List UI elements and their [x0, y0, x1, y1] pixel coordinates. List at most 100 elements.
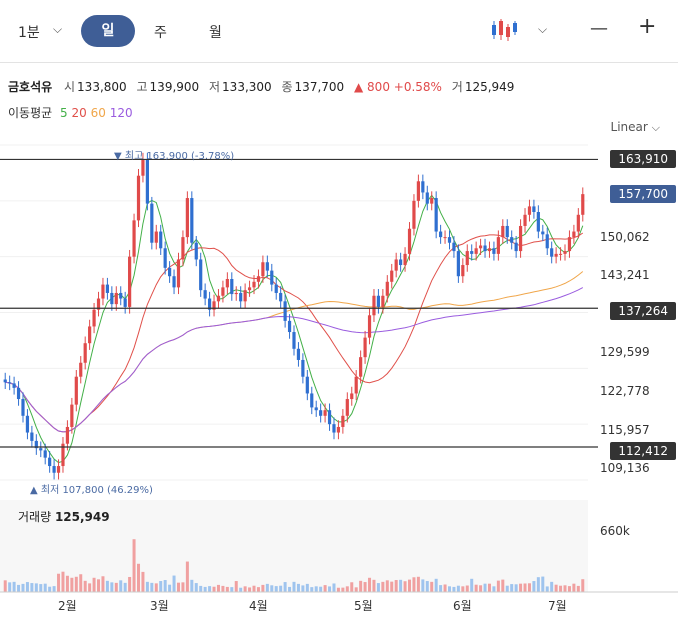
candle-body: [301, 359, 305, 377]
chart-type-chevron-icon[interactable]: ⌵: [538, 22, 548, 36]
candle-body: [43, 450, 47, 458]
volume-bar: [461, 586, 465, 592]
volume-bar: [154, 583, 158, 592]
candle-body: [287, 320, 292, 333]
volume-bar: [514, 584, 518, 592]
candle-body: [381, 295, 385, 307]
volume-bar: [354, 587, 358, 592]
candle-body: [478, 245, 483, 249]
candle-body: [225, 279, 229, 288]
volume-bar: [114, 582, 118, 592]
volume-bar: [567, 586, 571, 592]
volume-bar: [376, 583, 380, 592]
candle-body: [310, 393, 314, 408]
volume-bar: [212, 586, 216, 592]
volume-bar: [496, 580, 500, 592]
price-chart[interactable]: [0, 140, 678, 623]
volume-bar: [550, 581, 554, 592]
candle-body: [12, 383, 16, 388]
x-tick: 4월: [249, 599, 268, 613]
volume-bar: [194, 583, 198, 592]
candle-body: [363, 337, 367, 358]
candle-body: [163, 248, 167, 268]
volume-bar: [52, 586, 56, 592]
candle-body: [159, 231, 163, 249]
volume-bar: [12, 581, 16, 592]
candle-body: [474, 248, 478, 254]
candle-body: [345, 399, 349, 416]
volume-bar: [105, 580, 109, 592]
candle-body: [256, 276, 261, 282]
candle-body: [359, 357, 363, 377]
ma-label: 이동평균: [8, 106, 53, 120]
volume-bar: [137, 563, 141, 592]
volume-bar: [172, 575, 176, 592]
candle-body: [252, 281, 256, 288]
candle-body: [465, 251, 469, 266]
volume-bar: [510, 584, 514, 592]
volume-bar: [523, 583, 527, 592]
volume-bar: [483, 583, 487, 592]
y-tick: 129,599: [600, 345, 650, 359]
candle-body: [581, 194, 585, 215]
x-tick: 7월: [548, 599, 567, 613]
tab-month[interactable]: 월: [209, 25, 222, 41]
volume-bar: [363, 582, 367, 592]
ma-60: 60: [90, 106, 106, 120]
candle-body: [190, 198, 194, 243]
zoom-in-button[interactable]: +: [638, 14, 657, 39]
volume-bar: [296, 583, 300, 592]
candle-body: [74, 376, 78, 405]
volume-bar: [97, 579, 101, 592]
candle-body: [367, 315, 372, 338]
volume-bar: [359, 580, 363, 592]
x-tick: 6월: [453, 599, 472, 613]
volume-bar: [443, 584, 447, 592]
volume-bar: [25, 582, 29, 592]
volume-bar: [408, 579, 412, 592]
candle-body: [105, 284, 110, 293]
y-tick: 150,062: [600, 230, 650, 244]
candle-body: [123, 298, 127, 307]
candle-body: [501, 225, 505, 238]
volume-bar: [48, 586, 52, 592]
candlestick-chart-icon[interactable]: [490, 18, 520, 44]
candle-body: [199, 259, 203, 291]
candle-body: [541, 231, 545, 235]
tab-week[interactable]: 주: [154, 25, 167, 41]
candle-body: [56, 466, 61, 473]
zoom-out-button[interactable]: —: [590, 18, 608, 39]
candle-body: [65, 426, 70, 444]
candle-body: [194, 242, 198, 260]
candle-body: [394, 259, 398, 271]
chevron-down-icon[interactable]: ⌵: [53, 22, 63, 36]
scale-select[interactable]: Linear ⌵: [611, 120, 660, 135]
volume-bar: [83, 580, 87, 592]
volume-bar: [581, 579, 585, 592]
candle-body: [567, 237, 572, 252]
candle-body: [372, 295, 376, 316]
candle-body: [576, 214, 580, 232]
candle-body: [434, 198, 438, 232]
moving-average-legend[interactable]: 이동평균 5 20 60 120: [8, 104, 133, 121]
volume-value: 125,949: [464, 80, 515, 94]
volume-bar: [576, 585, 580, 592]
close-value: 137,700: [294, 80, 345, 94]
stock-info: 금호석유 시 133,800 고 139,900 저 133,300 종 137,700…: [8, 78, 520, 95]
volume-bar: [434, 578, 438, 592]
candle-body: [247, 287, 252, 291]
volume-bar: [225, 586, 229, 592]
volume-bar: [536, 577, 540, 592]
interval-select[interactable]: 1분: [18, 25, 40, 41]
scale-chevron-icon: ⌵: [651, 121, 660, 134]
candle-body: [390, 270, 394, 282]
tab-day[interactable]: 일: [81, 15, 135, 47]
candle-body: [376, 295, 381, 307]
candle-body: [207, 298, 212, 310]
volume-bar: [505, 585, 509, 592]
volume-bar: [234, 581, 238, 592]
candle-body: [550, 248, 554, 257]
volume-bar: [416, 576, 420, 592]
candle-body: [274, 284, 278, 293]
candle-body: [52, 466, 56, 473]
